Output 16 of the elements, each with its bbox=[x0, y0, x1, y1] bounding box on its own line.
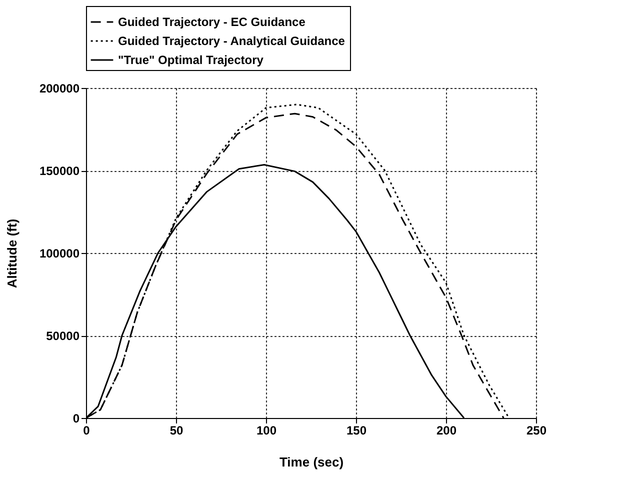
x-tick-label: 50 bbox=[170, 424, 184, 438]
y-axis-title: Altitude (ft) bbox=[4, 218, 20, 288]
y-tick-label: 200000 bbox=[39, 82, 80, 96]
x-tick-label: 150 bbox=[346, 424, 367, 438]
x-tick-label: 0 bbox=[83, 424, 90, 438]
y-tick-label: 100000 bbox=[39, 246, 80, 260]
x-axis-title: Time (sec) bbox=[279, 454, 344, 470]
y-tick-label: 50000 bbox=[46, 329, 80, 343]
x-tick-label: 200 bbox=[436, 424, 457, 438]
x-tick-label: 100 bbox=[256, 424, 277, 438]
y-tick-label: 0 bbox=[72, 412, 80, 426]
legend-label: Guided Trajectory - EC Guidance bbox=[118, 15, 306, 29]
legend-label: Guided Trajectory - Analytical Guidance bbox=[118, 34, 346, 48]
x-tick-label: 250 bbox=[526, 424, 547, 438]
legend-label: "True" Optimal Trajectory bbox=[118, 53, 264, 67]
y-tick-label: 150000 bbox=[39, 164, 80, 178]
